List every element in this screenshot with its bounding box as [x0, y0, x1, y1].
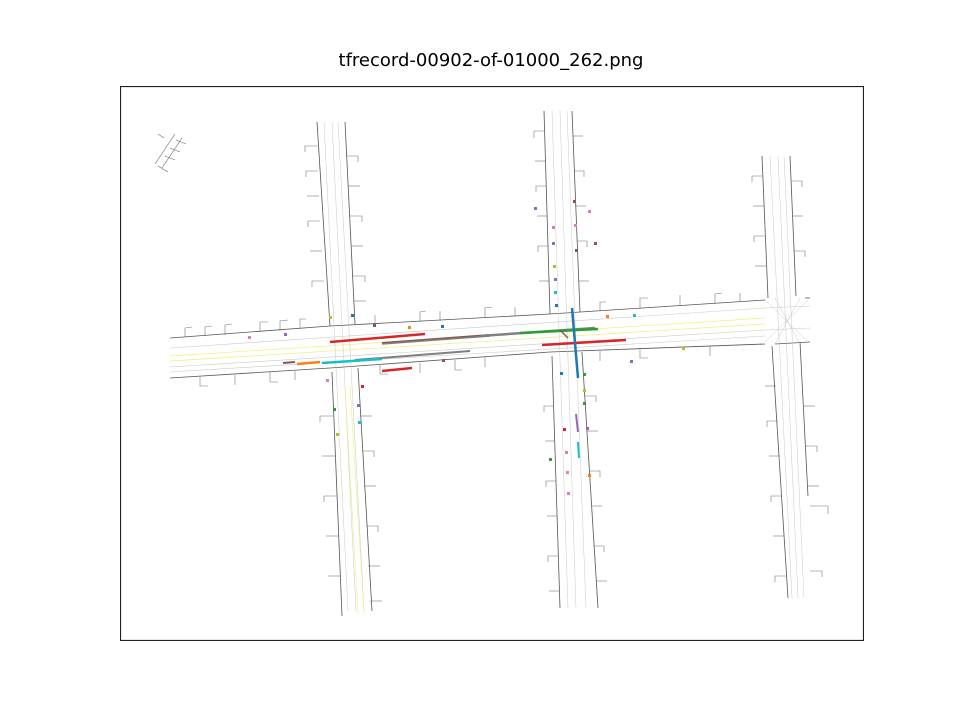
trajectory-orange	[296, 360, 321, 366]
agent-trajectories	[282, 307, 627, 459]
trajectory-brown	[381, 334, 491, 344]
trajectory-blue	[570, 307, 580, 379]
trajectory-red-2	[381, 366, 413, 373]
trajectory-brown-2	[282, 361, 296, 364]
trajectory-cyan-1	[321, 357, 383, 365]
road-map-canvas	[120, 86, 864, 641]
figure-title: tfrecord-00902-of-01000_262.png	[338, 50, 644, 71]
trajectory-purple	[575, 413, 579, 433]
west-vertical-road	[304, 121, 382, 617]
static-agents	[248, 200, 685, 495]
east-vertical-road	[751, 155, 829, 599]
trajectory-cyan-2	[577, 441, 580, 459]
trajectory-red-3	[541, 338, 627, 347]
main-horizontal-road	[169, 292, 811, 387]
plot-area	[120, 86, 864, 641]
trajectory-gray-1	[381, 335, 491, 345]
center-vertical-road	[533, 110, 607, 609]
plot-frame	[120, 86, 864, 641]
trajectory-red-1	[329, 332, 426, 344]
northwest-road-fragment	[154, 133, 187, 173]
trajectory-small	[559, 329, 569, 339]
trajectory-green	[519, 327, 599, 335]
